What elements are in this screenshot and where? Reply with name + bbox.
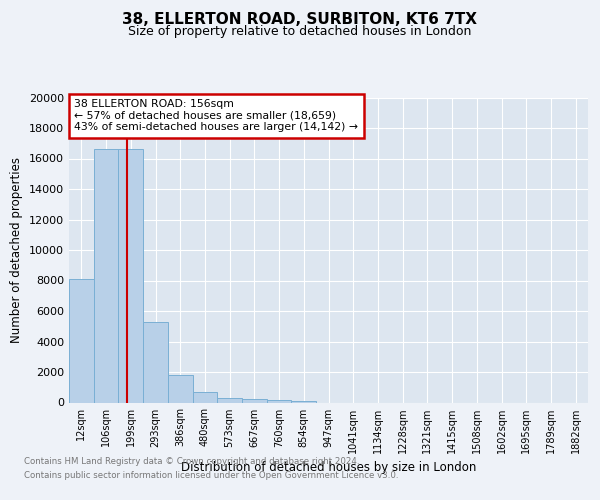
Text: Contains public sector information licensed under the Open Government Licence v3: Contains public sector information licen… (24, 471, 398, 480)
X-axis label: Distribution of detached houses by size in London: Distribution of detached houses by size … (181, 461, 476, 474)
Bar (193, 392, 217, 402)
Bar (168, 375, 193, 402)
Y-axis label: Number of detached properties: Number of detached properties (10, 157, 23, 343)
Text: Size of property relative to detached houses in London: Size of property relative to detached ho… (128, 25, 472, 38)
Bar (69, 279, 94, 402)
Bar (267, 400, 292, 402)
Bar (94, 150, 118, 402)
Bar (292, 401, 316, 402)
Text: Contains HM Land Registry data © Crown copyright and database right 2024.: Contains HM Land Registry data © Crown c… (24, 458, 359, 466)
Bar (242, 400, 267, 402)
Bar (118, 150, 143, 402)
Bar (143, 322, 168, 402)
Bar (217, 398, 242, 402)
Text: 38, ELLERTON ROAD, SURBITON, KT6 7TX: 38, ELLERTON ROAD, SURBITON, KT6 7TX (122, 12, 478, 28)
Text: 38 ELLERTON ROAD: 156sqm
← 57% of detached houses are smaller (18,659)
43% of se: 38 ELLERTON ROAD: 156sqm ← 57% of detach… (74, 99, 358, 132)
